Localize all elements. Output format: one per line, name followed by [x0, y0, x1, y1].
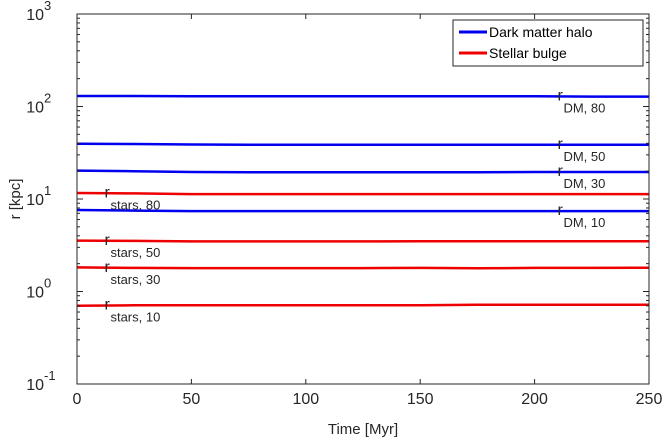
- y-tick-exponent: 2: [44, 91, 51, 106]
- annotation-symbol: r: [104, 296, 110, 313]
- annotation-symbol: r: [104, 259, 110, 276]
- series-layer: [76, 94, 650, 308]
- curve-annotation: rDM, 10: [557, 202, 605, 230]
- series-line-2: [76, 169, 649, 174]
- annotation-subscript: stars, 80: [110, 198, 160, 213]
- y-tick-label: 10: [26, 285, 44, 302]
- curve-annotation: rDM, 80: [557, 88, 605, 116]
- annotation-symbol: r: [557, 163, 563, 180]
- x-tick-label: 100: [292, 391, 319, 408]
- annotation-subscript: stars, 30: [110, 272, 160, 287]
- series-line-5: [76, 239, 649, 243]
- plot-frame: [76, 13, 650, 385]
- plot-area: [77, 14, 649, 384]
- legend-label-stars: Stellar bulge: [489, 45, 567, 61]
- x-tick-label: 250: [636, 391, 662, 408]
- annotation-subscript: DM, 10: [563, 215, 605, 230]
- x-axis-title: Time [Myr]: [328, 421, 398, 438]
- x-tick-label: 0: [73, 391, 82, 408]
- legend: Dark matter halo Stellar bulge: [452, 19, 644, 67]
- y-tick-label: 10: [26, 192, 44, 209]
- y-tick-exponent: 1: [44, 183, 51, 198]
- y-tick-label: 10: [26, 377, 44, 394]
- series-line-4: [76, 191, 649, 196]
- y-tick-label: 10: [26, 100, 44, 117]
- annotation-symbol: r: [557, 202, 563, 219]
- curve-annotation: rDM, 30: [557, 163, 605, 191]
- y-tick-exponent: 3: [44, 0, 51, 13]
- legend-box: [452, 19, 644, 67]
- annotation-subscript: stars, 50: [110, 245, 160, 260]
- curve-annotation: rDM, 50: [557, 136, 605, 164]
- series-line-3: [76, 208, 649, 213]
- annotation-symbol: r: [104, 232, 110, 249]
- x-tick-label: 50: [183, 391, 201, 408]
- x-tick-label: 200: [521, 391, 548, 408]
- annotation-symbol: r: [557, 88, 563, 105]
- annotation-symbol: r: [104, 185, 110, 202]
- series-line-7: [76, 303, 649, 308]
- x-tick-label: 150: [407, 391, 434, 408]
- y-axis-title: r [kpc]: [7, 179, 24, 220]
- legend-label-dm: Dark matter halo: [489, 24, 593, 40]
- annotation-symbol: r: [557, 136, 563, 153]
- annotation-subscript: stars, 10: [110, 309, 160, 324]
- y-tick-exponent: -1: [44, 368, 56, 383]
- y-tick-exponent: 0: [44, 276, 51, 291]
- y-tick-label: 10: [26, 7, 44, 24]
- series-line-6: [76, 266, 650, 270]
- annotation-subscript: DM, 30: [563, 176, 605, 191]
- annotation-subscript: DM, 80: [563, 101, 605, 116]
- series-line-0: [77, 94, 649, 98]
- annotation-subscript: DM, 50: [563, 149, 605, 164]
- series-line-1: [76, 142, 649, 147]
